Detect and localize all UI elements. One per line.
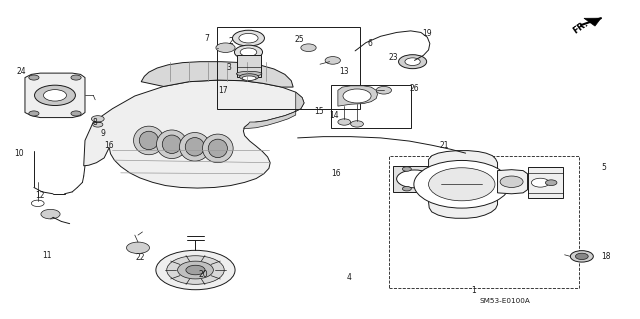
Circle shape (376, 86, 392, 94)
Circle shape (216, 43, 235, 52)
Circle shape (531, 178, 549, 187)
Circle shape (71, 111, 81, 116)
Polygon shape (84, 80, 304, 188)
Text: 18: 18 (602, 252, 611, 261)
Circle shape (232, 30, 264, 46)
Ellipse shape (140, 131, 159, 150)
Circle shape (570, 251, 593, 262)
Text: 12: 12 (36, 190, 45, 200)
Circle shape (500, 176, 523, 188)
Circle shape (29, 75, 39, 80)
Bar (237, 55, 261, 77)
Text: 25: 25 (295, 35, 305, 44)
Circle shape (31, 200, 44, 206)
Circle shape (127, 242, 150, 254)
Circle shape (343, 89, 371, 103)
Text: SM53-E0100A: SM53-E0100A (480, 298, 531, 304)
Circle shape (41, 209, 60, 219)
Ellipse shape (202, 134, 233, 163)
Bar (527, 167, 563, 198)
Circle shape (301, 44, 316, 51)
Circle shape (35, 85, 76, 106)
Ellipse shape (163, 135, 181, 153)
Polygon shape (429, 151, 497, 218)
Circle shape (71, 75, 81, 80)
Text: 26: 26 (410, 85, 419, 93)
Text: 4: 4 (346, 272, 351, 281)
Text: 1: 1 (471, 286, 476, 295)
Ellipse shape (134, 126, 164, 155)
Text: 2: 2 (228, 38, 233, 47)
Ellipse shape (239, 74, 259, 80)
Circle shape (29, 111, 39, 116)
Ellipse shape (208, 139, 227, 158)
Text: 24: 24 (16, 67, 26, 76)
Circle shape (403, 167, 412, 171)
Text: 19: 19 (422, 29, 432, 38)
Circle shape (545, 180, 557, 186)
Ellipse shape (242, 76, 256, 80)
Circle shape (405, 58, 420, 65)
Circle shape (44, 90, 67, 101)
Circle shape (186, 265, 205, 275)
Text: 16: 16 (331, 169, 340, 178)
Text: FR.: FR. (572, 18, 590, 35)
Circle shape (399, 55, 427, 69)
Circle shape (414, 160, 509, 208)
Text: 14: 14 (329, 111, 339, 120)
Circle shape (156, 250, 235, 290)
Ellipse shape (185, 137, 204, 156)
Circle shape (239, 33, 258, 43)
Text: 9: 9 (100, 129, 106, 138)
Polygon shape (25, 73, 85, 118)
Circle shape (397, 170, 433, 188)
Bar (394, 166, 435, 192)
Text: 11: 11 (42, 251, 51, 260)
Text: 5: 5 (602, 163, 607, 172)
Text: 8: 8 (93, 117, 97, 127)
Bar (216, 27, 360, 109)
Circle shape (177, 261, 213, 279)
Text: 20: 20 (199, 270, 209, 279)
Text: 17: 17 (218, 86, 228, 95)
Bar (389, 156, 579, 288)
Circle shape (575, 253, 588, 260)
Bar (332, 85, 412, 128)
Text: 16: 16 (104, 141, 114, 150)
Ellipse shape (236, 71, 262, 76)
Circle shape (234, 45, 262, 59)
Circle shape (429, 168, 495, 201)
Text: 3: 3 (227, 63, 232, 72)
Circle shape (325, 56, 340, 64)
Circle shape (403, 187, 412, 191)
Ellipse shape (157, 130, 187, 159)
Circle shape (92, 116, 104, 122)
Polygon shape (584, 18, 601, 26)
Text: 10: 10 (14, 149, 24, 158)
Polygon shape (338, 86, 378, 106)
Text: 22: 22 (135, 253, 145, 262)
Text: 15: 15 (314, 107, 324, 116)
Text: 6: 6 (367, 39, 372, 48)
Ellipse shape (179, 132, 210, 161)
Circle shape (240, 48, 257, 56)
Polygon shape (141, 62, 293, 87)
Polygon shape (497, 170, 527, 194)
Circle shape (351, 121, 364, 127)
Text: 23: 23 (388, 53, 398, 62)
Polygon shape (243, 92, 304, 128)
Text: 21: 21 (440, 141, 449, 150)
Circle shape (167, 256, 224, 284)
Text: 7: 7 (204, 34, 209, 43)
Text: 13: 13 (339, 67, 349, 76)
Circle shape (93, 122, 103, 127)
Circle shape (338, 119, 351, 125)
